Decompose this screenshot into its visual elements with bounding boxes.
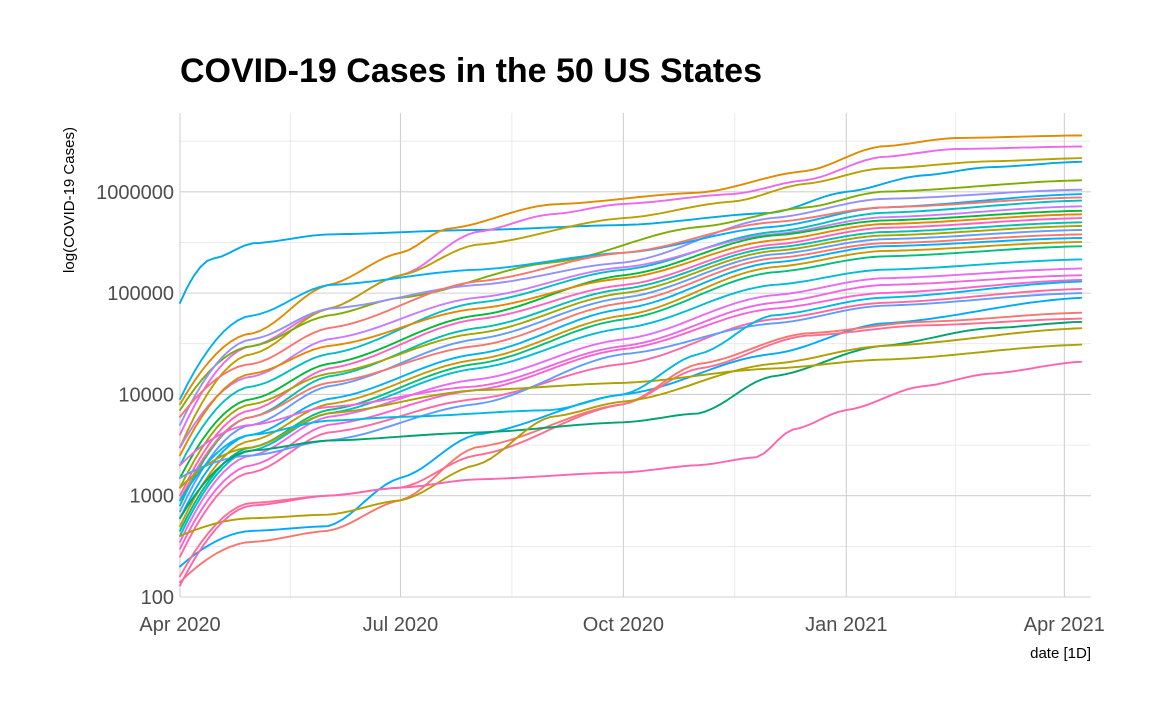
series-line — [179, 267, 1083, 543]
series-line — [179, 179, 1083, 412]
y-axis-tick-labels: 100 1000 10000 100000 1000000 — [96, 182, 174, 609]
series-line — [179, 320, 1083, 520]
y-tick-label: 1000000 — [96, 182, 174, 204]
series-line — [179, 327, 1083, 537]
y-tick-label: 1000 — [130, 486, 175, 508]
series-line — [179, 360, 1083, 587]
chart-title: COVID-19 Cases in the 50 US States — [180, 52, 763, 90]
series-line — [179, 287, 1083, 558]
series-line — [179, 237, 1083, 520]
x-tick-label: Jul 2020 — [363, 614, 439, 636]
series-line — [179, 217, 1083, 497]
series-line — [179, 240, 1083, 528]
x-axis-title: date [1D] — [1030, 645, 1091, 662]
series-line — [179, 213, 1083, 457]
series-line — [179, 209, 1083, 479]
x-tick-label: Apr 2020 — [139, 614, 220, 636]
series-line — [179, 278, 1083, 550]
series-line — [179, 221, 1083, 507]
x-tick-label: Apr 2021 — [1024, 614, 1105, 636]
series-line — [179, 160, 1083, 304]
series-line — [179, 225, 1083, 489]
series-line — [179, 229, 1083, 513]
y-tick-label: 10000 — [118, 384, 174, 406]
x-tick-label: Oct 2020 — [583, 614, 664, 636]
y-tick-label: 100000 — [107, 283, 174, 305]
series-line — [179, 258, 1083, 537]
series-line — [179, 205, 1083, 449]
series-line — [179, 296, 1083, 568]
y-axis-title: log(COVID-19 Cases) — [61, 127, 78, 273]
major-gridlines — [179, 113, 1091, 598]
series-line — [179, 245, 1083, 532]
series-line — [179, 280, 1083, 502]
series-lines — [179, 134, 1083, 587]
y-tick-label: 100 — [141, 587, 174, 609]
series-line — [179, 274, 1083, 467]
series-line — [179, 199, 1083, 467]
series-line — [179, 196, 1083, 418]
series-line — [179, 188, 1083, 426]
series-line — [179, 233, 1083, 502]
x-axis-tick-labels: Apr 2020 Jul 2020 Oct 2020 Jan 2021 Apr 2021 — [139, 614, 1105, 636]
series-line — [179, 343, 1083, 489]
x-tick-label: Jan 2021 — [805, 614, 887, 636]
